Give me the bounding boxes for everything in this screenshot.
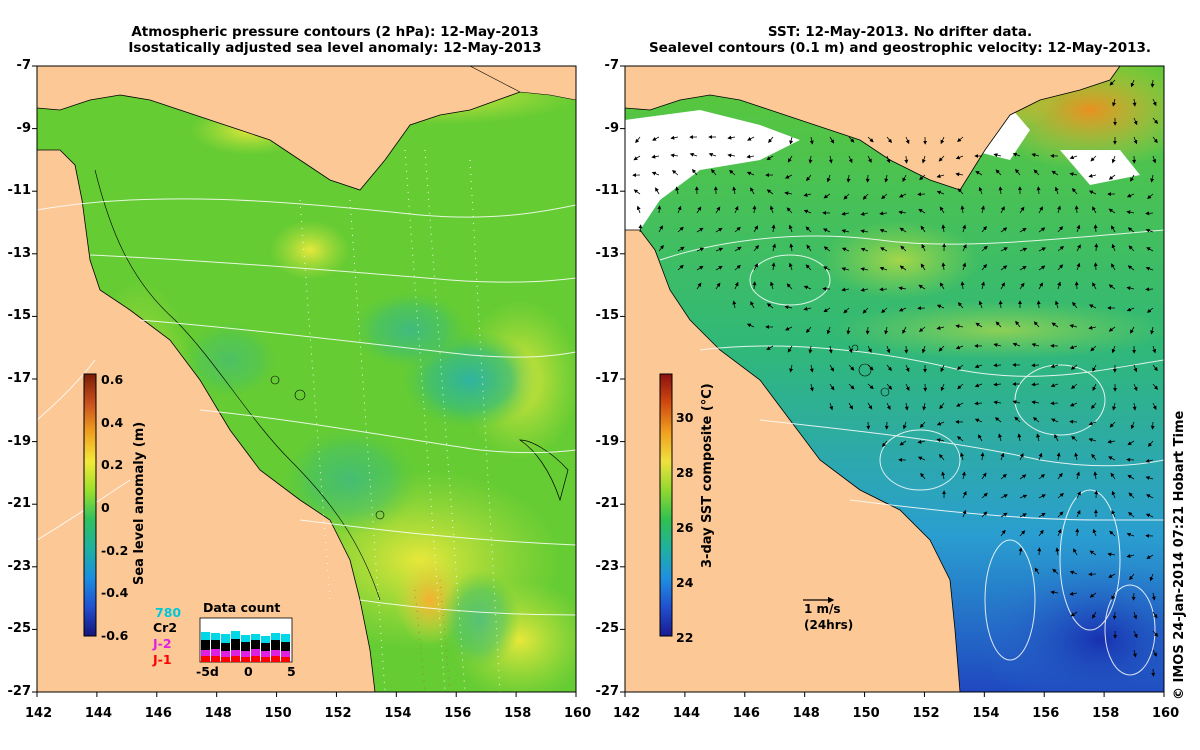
right-y-tick--15: -15 xyxy=(595,308,620,324)
right-x-tick-154: 154 xyxy=(972,706,1000,721)
left-map xyxy=(37,66,576,692)
left-y-tick--25: -25 xyxy=(7,621,32,637)
right-y-tick--19: -19 xyxy=(595,433,620,449)
legend-mission-j1: J-1 xyxy=(153,652,172,667)
right-cbar-tick-0: 30 xyxy=(676,410,694,425)
imos-credit: © IMOS 24-Jan-2014 07:21 Hobart Time xyxy=(1172,410,1187,700)
left-title-line2: Isostatically adjusted sea level anomaly… xyxy=(128,40,542,56)
right-map xyxy=(625,66,1164,692)
left-cbar-tick-5: -0.4 xyxy=(101,585,129,601)
left-y-tick--19: -19 xyxy=(7,433,32,449)
left-title-line1: Atmospheric pressure contours (2 hPa): 1… xyxy=(131,24,539,40)
left-colorbar-label: Sea level anomaly (m) xyxy=(132,421,147,585)
left-x-tick-148: 148 xyxy=(204,706,232,721)
right-y-tick--7: -7 xyxy=(604,58,619,73)
right-x-tick-158: 158 xyxy=(1092,706,1120,721)
legend-mission-tp: 780 xyxy=(155,605,182,620)
left-x-tick-160: 160 xyxy=(564,706,592,721)
left-y-tick--27: -27 xyxy=(7,684,32,699)
right-y-tick--25: -25 xyxy=(595,621,620,637)
legend-x-tick-neg5: -5d xyxy=(196,664,219,679)
right-x-tick-150: 150 xyxy=(852,706,880,721)
right-y-tick--11: -11 xyxy=(595,183,620,199)
left-land-png xyxy=(37,66,561,191)
left-x-tick-150: 150 xyxy=(264,706,292,721)
right-y-tick--21: -21 xyxy=(595,496,620,512)
right-cbar-tick-4: 22 xyxy=(676,630,694,645)
legend-mission-cr2: Cr2 xyxy=(153,620,178,635)
right-y-tick--17: -17 xyxy=(595,371,620,386)
right-land-australia xyxy=(625,229,961,692)
right-title-line1: SST: 12-May-2013. No drifter data. xyxy=(767,24,1033,40)
left-cbar-tick-4: -0.2 xyxy=(101,542,129,558)
left-cbar-tick-3: 0 xyxy=(101,500,110,515)
right-land-png xyxy=(625,66,1121,191)
right-y-tick--9: -9 xyxy=(604,120,619,136)
right-title-line2: Sealevel contours (0.1 m) and geostrophi… xyxy=(648,40,1152,56)
right-cbar-tick-3: 24 xyxy=(676,575,694,590)
right-x-tick-156: 156 xyxy=(1032,706,1060,721)
right-x-tick-146: 146 xyxy=(732,706,760,721)
left-cbar-tick-6: -0.6 xyxy=(101,628,129,643)
left-x-tick-152: 152 xyxy=(324,706,352,721)
right-sealevel-contours xyxy=(659,229,1164,676)
right-x-tick-148: 148 xyxy=(792,706,820,721)
left-x-tick-154: 154 xyxy=(384,706,412,721)
left-y-tick--13: -13 xyxy=(7,245,32,261)
left-x-tick-144: 144 xyxy=(84,706,113,721)
left-x-tick-142: 142 xyxy=(25,706,53,721)
right-x-tick-152: 152 xyxy=(912,706,940,721)
left-colorbar xyxy=(83,373,97,637)
data-count-title: Data count xyxy=(203,600,281,615)
left-x-tick-146: 146 xyxy=(144,706,172,721)
right-y-tick--13: -13 xyxy=(595,245,620,261)
left-x-tick-158: 158 xyxy=(504,706,532,721)
left-cbar-tick-2: 0.2 xyxy=(101,457,124,473)
right-x-tick-160: 160 xyxy=(1152,706,1180,721)
legend-x-tick-5: 5 xyxy=(287,664,296,679)
left-y-tick--9: -9 xyxy=(16,120,31,136)
left-cbar-tick-1: 0.4 xyxy=(101,414,124,430)
left-x-tick-156: 156 xyxy=(444,706,472,721)
left-y-tick--17: -17 xyxy=(7,371,32,386)
right-cbar-tick-1: 28 xyxy=(676,465,694,480)
right-y-tick--27: -27 xyxy=(595,684,620,699)
left-pressure-contours xyxy=(37,198,576,616)
right-colorbar xyxy=(659,373,673,637)
left-land-australia xyxy=(37,149,376,692)
left-cbar-tick-0: 0.6 xyxy=(101,372,124,387)
right-cbar-tick-2: 26 xyxy=(676,520,694,535)
left-y-tick--15: -15 xyxy=(7,308,32,324)
right-y-tick--23: -23 xyxy=(595,558,620,574)
scale-arrow-sublabel: (24hrs) xyxy=(804,618,854,632)
left-y-tick--21: -21 xyxy=(7,496,32,512)
right-colorbar-label: 3-day SST composite (°C) xyxy=(700,383,715,568)
right-x-tick-142: 142 xyxy=(613,706,641,721)
left-y-tick--7: -7 xyxy=(16,58,31,73)
legend-mission-j2: J-2 xyxy=(153,636,172,651)
geostrophic-velocity-vectors xyxy=(632,79,1159,677)
legend-x-tick-0: 0 xyxy=(244,664,253,679)
left-y-tick--23: -23 xyxy=(7,558,32,574)
left-y-tick--11: -11 xyxy=(7,183,32,199)
scale-arrow-label: 1 m/s xyxy=(804,602,841,616)
data-count-legend xyxy=(199,617,293,663)
right-x-tick-144: 144 xyxy=(672,706,701,721)
